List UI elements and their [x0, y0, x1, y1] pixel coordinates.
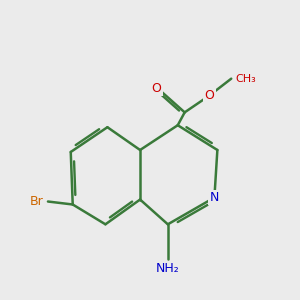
- Text: N: N: [210, 191, 219, 204]
- Text: Br: Br: [30, 195, 44, 208]
- Text: O: O: [205, 89, 214, 102]
- Text: NH₂: NH₂: [156, 262, 180, 275]
- Text: O: O: [152, 82, 161, 95]
- Text: CH₃: CH₃: [236, 74, 256, 84]
